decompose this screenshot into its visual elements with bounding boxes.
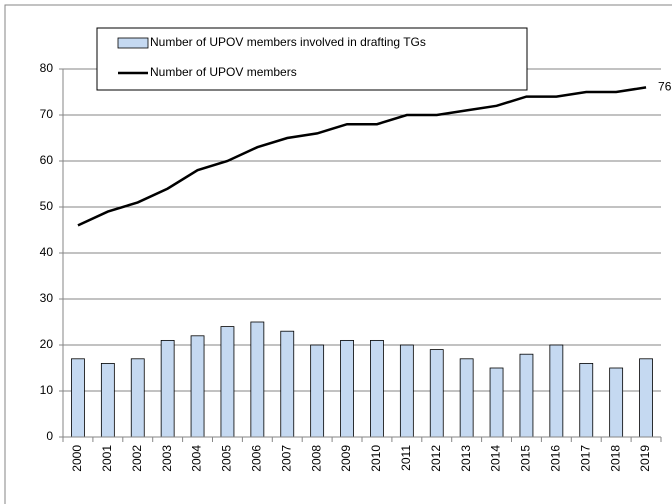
bar <box>459 358 474 438</box>
data-label: 76 <box>658 80 672 94</box>
x-tick-label: 2002 <box>130 445 144 472</box>
bar <box>370 339 384 438</box>
x-tick-label: 2013 <box>459 445 473 472</box>
bar <box>340 339 354 438</box>
x-tick-label: 2007 <box>279 445 293 472</box>
x-tick-label: 2009 <box>339 445 353 472</box>
bar <box>280 330 295 438</box>
x-tick-label: 2017 <box>578 445 592 472</box>
y-tick-label: 20 <box>40 337 54 351</box>
legend-box <box>96 27 528 91</box>
bar <box>549 344 564 438</box>
x-tick-label: 2003 <box>160 445 174 472</box>
bar <box>579 362 594 438</box>
y-tick-label: 70 <box>40 107 54 121</box>
x-tick-label: 2016 <box>549 445 563 472</box>
x-tick-label: 2008 <box>309 445 323 472</box>
bar <box>190 335 205 438</box>
x-tick-label: 2004 <box>190 445 204 472</box>
x-tick-label: 2001 <box>100 445 114 472</box>
y-tick-label: 40 <box>40 245 54 259</box>
y-tick-label: 50 <box>40 199 54 213</box>
x-tick-label: 2018 <box>608 445 622 472</box>
bar <box>489 367 504 438</box>
x-tick-label: 2006 <box>250 445 264 472</box>
bar <box>71 358 85 438</box>
legend-label: Number of UPOV members <box>150 65 297 79</box>
line <box>77 86 647 227</box>
bar <box>310 344 325 438</box>
x-tick-label: 2011 <box>399 445 413 471</box>
bar <box>429 349 444 438</box>
y-tick-label: 0 <box>46 429 53 443</box>
legend-swatch <box>117 37 149 49</box>
y-tick-label: 80 <box>40 61 54 75</box>
bar <box>220 326 235 438</box>
y-tick-label: 30 <box>40 291 54 305</box>
bar <box>160 339 175 438</box>
y-tick-label: 10 <box>40 383 54 397</box>
x-tick-label: 2000 <box>70 445 84 472</box>
bar <box>639 358 653 438</box>
x-tick-label: 2012 <box>429 445 443 472</box>
legend-label: Number of UPOV members involved in draft… <box>150 35 426 49</box>
bar <box>100 362 115 438</box>
bar <box>609 367 624 438</box>
x-tick-label: 2015 <box>519 445 533 472</box>
x-tick-label: 2019 <box>638 445 652 472</box>
y-tick-label: 60 <box>40 153 54 167</box>
x-tick-label: 2010 <box>369 445 383 472</box>
bar <box>519 353 534 438</box>
bar <box>399 344 414 438</box>
x-tick-label: 2005 <box>220 445 234 472</box>
bar <box>130 358 145 438</box>
bar <box>250 321 265 438</box>
x-tick-label: 2014 <box>489 445 503 472</box>
